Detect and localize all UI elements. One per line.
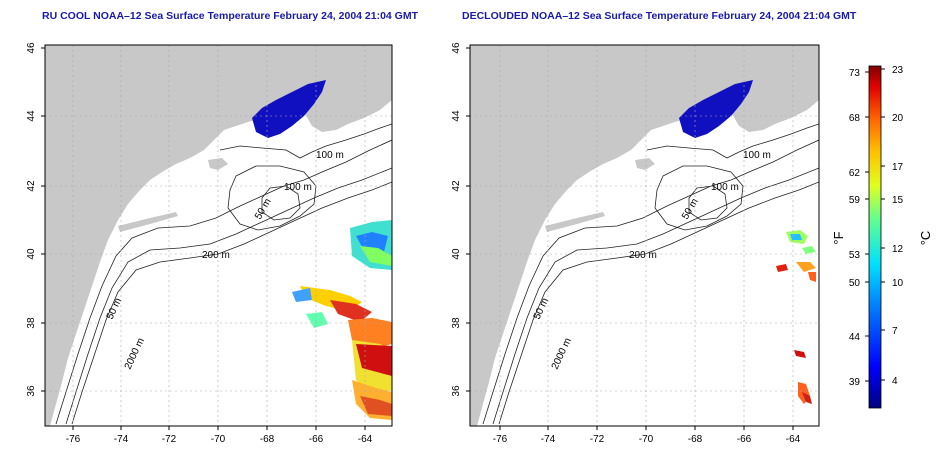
celsius-tick: 23: [892, 65, 904, 76]
celsius-tick: 7: [892, 326, 898, 337]
x-tick-label: -76: [493, 434, 508, 445]
celsius-axis-label: °C: [918, 231, 933, 246]
y-tick-label: 46: [451, 42, 462, 54]
y-tick-label: 44: [26, 110, 37, 122]
panel-2-frame: [469, 44, 820, 427]
celsius-tick: 20: [892, 113, 904, 124]
contour-label: 100 m: [711, 182, 739, 193]
y-tick-label: 38: [451, 317, 462, 329]
y-tick-label: 40: [451, 248, 462, 260]
y-tick-label: 42: [451, 180, 462, 192]
x-tick-label: -68: [260, 434, 275, 445]
celsius-tick: 4: [892, 376, 898, 387]
y-tick-label: 40: [26, 248, 37, 260]
y-tick-label: 36: [26, 385, 37, 397]
x-tick-label: -64: [358, 434, 373, 445]
contour-label: 100 m: [743, 150, 771, 161]
contour-label: 200 m: [202, 250, 230, 261]
land-mass: [45, 45, 392, 426]
contour-label: 100 m: [316, 150, 344, 161]
fahrenheit-tick: 53: [849, 250, 861, 261]
x-tick-label: -70: [639, 434, 654, 445]
y-tick-label: 42: [26, 180, 37, 192]
colorbar: [868, 65, 882, 409]
x-tick-label: -64: [786, 434, 801, 445]
y-tick-label: 36: [451, 385, 462, 397]
panel-2-title: DECLOUDED NOAA–12 Sea Surface Temperatur…: [462, 10, 857, 22]
sst-data-patches: [292, 220, 392, 420]
fahrenheit-tick: 59: [849, 195, 861, 206]
y-tick-label: 44: [451, 110, 462, 122]
fahrenheit-axis-label: °F: [831, 231, 846, 244]
y-tick-label: 38: [26, 317, 37, 329]
y-tick-label: 46: [26, 42, 37, 54]
fahrenheit-tick: 62: [849, 168, 861, 179]
x-tick-label: -74: [114, 434, 129, 445]
fahrenheit-tick: 68: [849, 113, 861, 124]
x-tick-label: -66: [737, 434, 752, 445]
x-tick-label: -74: [541, 434, 556, 445]
fahrenheit-tick: 44: [849, 332, 861, 343]
contour-label: 100 m: [284, 182, 312, 193]
x-tick-label: -68: [688, 434, 703, 445]
sst-data-patches: [776, 230, 816, 404]
cold-water-region: [679, 80, 753, 138]
fahrenheit-tick: 73: [849, 68, 861, 79]
celsius-tick: 10: [892, 278, 904, 289]
celsius-tick: 15: [892, 195, 904, 206]
celsius-tick: 12: [892, 244, 904, 255]
cold-water-region: [252, 80, 326, 138]
x-tick-label: -70: [211, 434, 226, 445]
contour-label: 200 m: [629, 250, 657, 261]
panel-1-title: RU COOL NOAA–12 Sea Surface Temperature …: [42, 10, 419, 22]
land-mass: [470, 45, 819, 426]
fahrenheit-tick: 50: [849, 278, 861, 289]
x-tick-label: -66: [309, 434, 324, 445]
x-tick-label: -72: [590, 434, 605, 445]
fahrenheit-tick: 39: [849, 377, 861, 388]
celsius-tick: 17: [892, 162, 904, 173]
x-tick-label: -72: [162, 434, 177, 445]
x-tick-label: -76: [66, 434, 81, 445]
